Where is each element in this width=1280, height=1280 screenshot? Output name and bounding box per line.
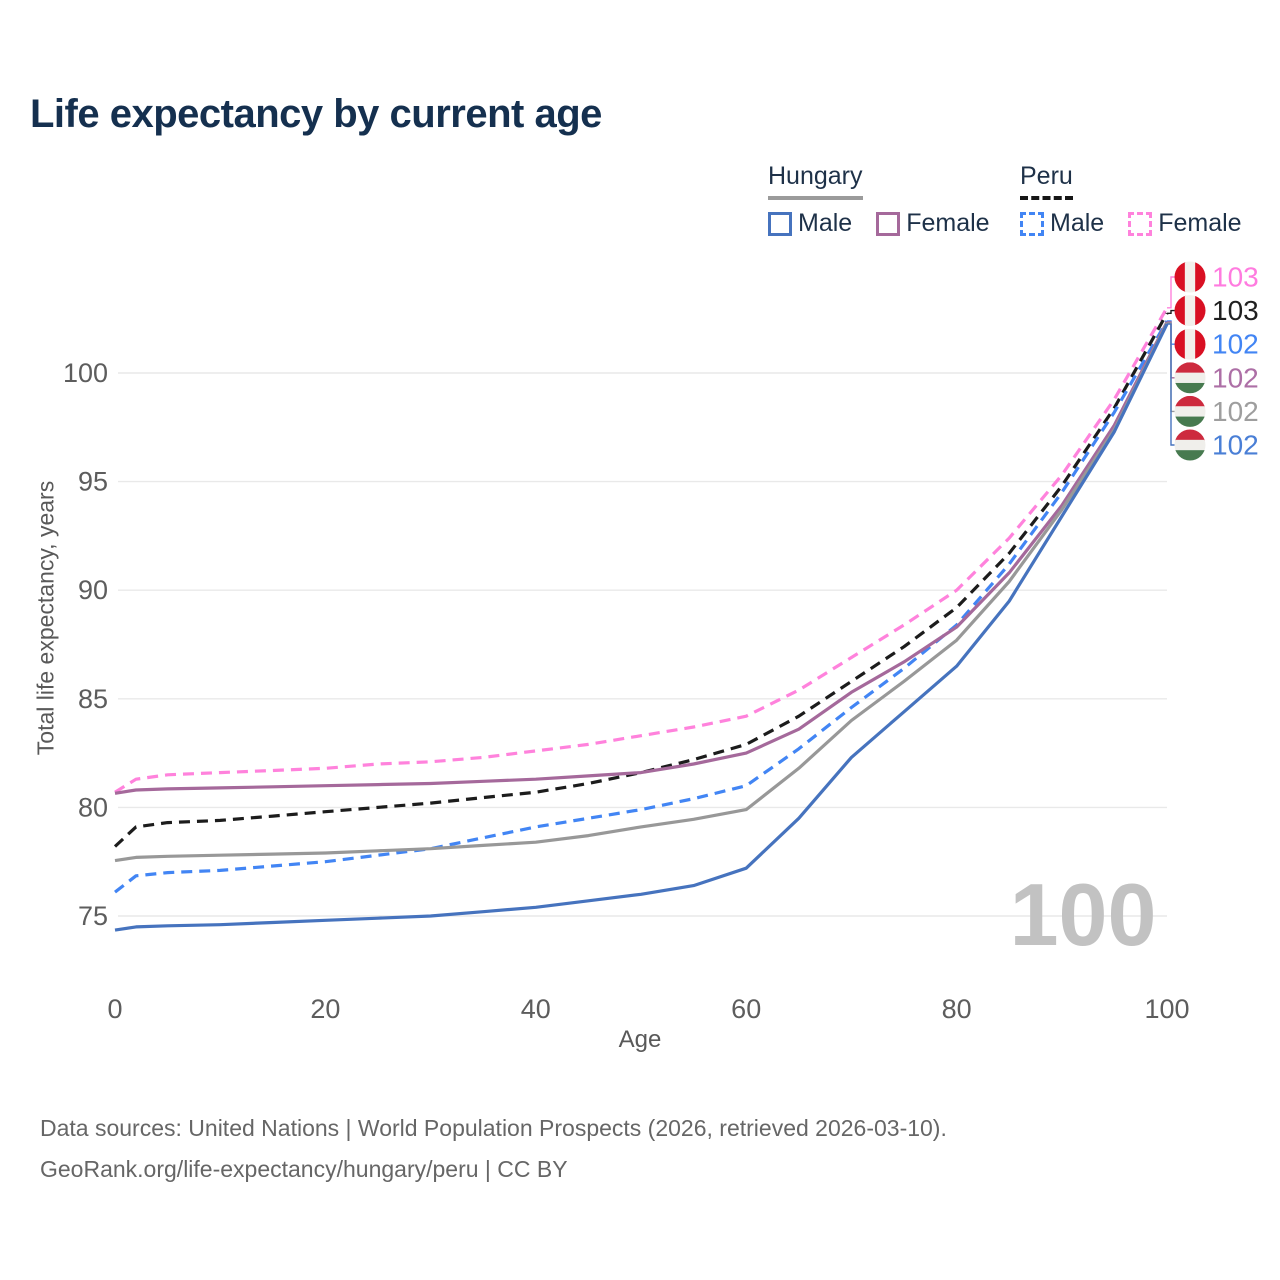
legend-item-label: Female <box>1158 209 1242 237</box>
y-tick-100: 100 <box>63 358 108 388</box>
series-line-peru-male[interactable] <box>114 320 1169 894</box>
end-value-label-hungary-total: 102 <box>1212 396 1259 427</box>
peru-flag-icon <box>1174 328 1206 360</box>
hungary-female-swatch-icon <box>876 211 901 236</box>
x-tick-80: 80 <box>942 994 972 1024</box>
end-label-connector <box>1167 276 1175 309</box>
end-value-label-hungary-female: 102 <box>1212 362 1259 393</box>
y-axis-label: Total life expectancy, years <box>32 480 59 756</box>
hungary-flag-icon <box>1174 429 1206 461</box>
peru-male-swatch-icon <box>1020 211 1044 236</box>
series-line-hungary-male[interactable] <box>114 323 1169 932</box>
legend-item-label: Female <box>906 209 990 237</box>
x-tick-40: 40 <box>521 994 551 1024</box>
legend-country-hungary: Hungary <box>768 162 863 200</box>
series-line-peru-total[interactable] <box>113 312 1169 848</box>
legend-group-hungary: Hungary Male Female <box>768 162 1006 238</box>
end-value-label-peru-total: 103 <box>1212 295 1259 326</box>
series-line-hungary-total[interactable] <box>114 322 1169 863</box>
page-title: Life expectancy by current age <box>30 92 602 136</box>
end-value-label-hungary-male: 102 <box>1212 430 1259 461</box>
watermark-age-100: 100 <box>1010 865 1157 964</box>
hungary-flag-icon <box>1174 395 1206 427</box>
legend-item-label: Male <box>798 209 853 237</box>
x-tick-0: 0 <box>107 994 122 1024</box>
end-label-connector <box>1167 323 1175 446</box>
hungary-male-swatch-icon <box>768 211 792 236</box>
legend-item-peru-female[interactable]: Female <box>1128 209 1242 238</box>
end-value-label-peru-female: 103 <box>1212 262 1259 293</box>
legend-item-hungary-female[interactable]: Female <box>876 209 990 238</box>
y-tick-90: 90 <box>78 575 108 605</box>
peru-female-swatch-icon <box>1128 211 1153 236</box>
x-axis-label: Age <box>618 1026 662 1053</box>
legend-item-label: Male <box>1050 209 1105 237</box>
peru-flag-icon <box>1174 261 1206 293</box>
series-line-hungary-female[interactable] <box>114 321 1169 795</box>
legend-item-peru-male[interactable]: Male <box>1020 209 1104 238</box>
footer-sources-line: Data sources: United Nations | World Pop… <box>40 1115 947 1141</box>
hungary-flag-icon <box>1174 362 1206 394</box>
y-tick-85: 85 <box>78 684 108 714</box>
peru-flag-icon <box>1174 295 1206 327</box>
x-tick-60: 60 <box>731 994 761 1024</box>
legend-item-hungary-male[interactable]: Male <box>768 209 852 238</box>
y-tick-80: 80 <box>78 792 108 822</box>
legend-group-peru: Peru Male Female <box>1020 162 1258 238</box>
end-value-label-peru-male: 102 <box>1212 329 1259 360</box>
footer-attribution-line: GeoRank.org/life-expectancy/hungary/peru… <box>40 1156 568 1182</box>
x-tick-100: 100 <box>1144 994 1189 1024</box>
data-source-footer: Data sources: United Nations | World Pop… <box>40 1108 947 1190</box>
y-tick-95: 95 <box>78 467 108 497</box>
series-line-peru-female[interactable] <box>114 307 1169 794</box>
x-tick-20: 20 <box>310 994 340 1024</box>
y-tick-75: 75 <box>78 901 108 931</box>
legend-country-peru: Peru <box>1020 162 1073 200</box>
end-label-connector <box>1167 309 1175 314</box>
